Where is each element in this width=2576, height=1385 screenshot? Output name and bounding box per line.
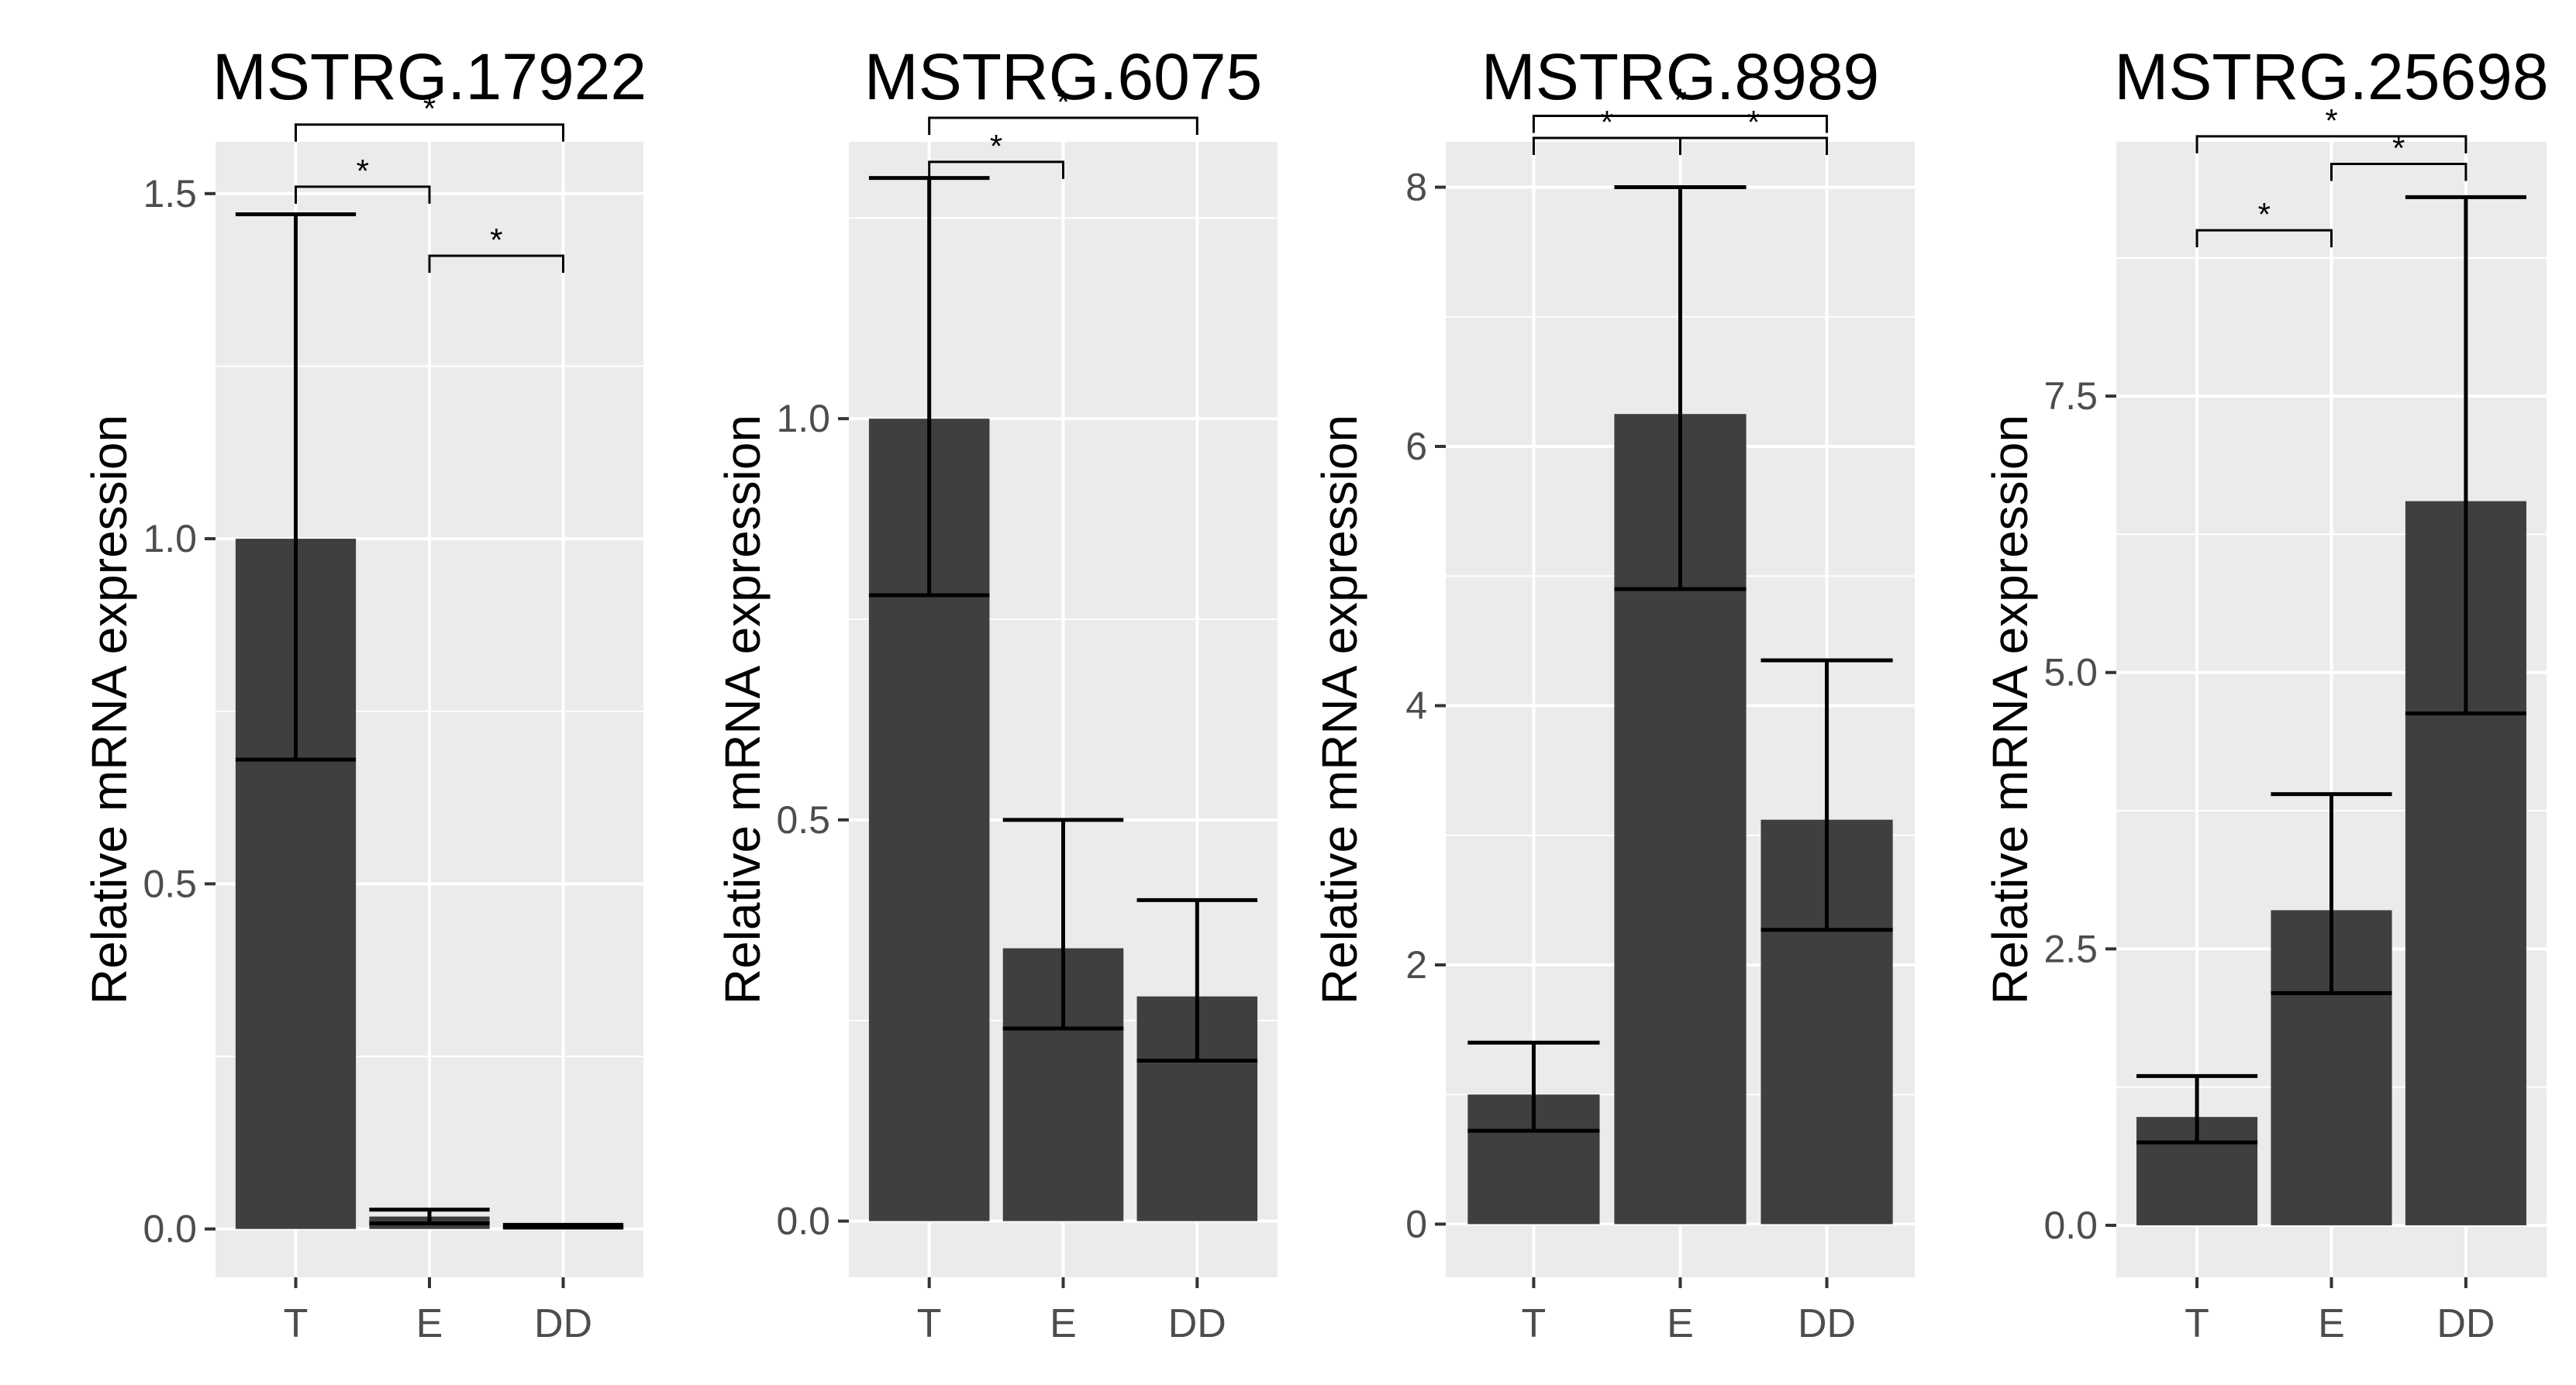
x-tick-label: DD — [534, 1301, 592, 1346]
bracket-line — [1679, 136, 1829, 155]
y-tick-label: 5.0 — [2043, 651, 2098, 694]
y-tick-label: 1.5 — [143, 172, 197, 215]
y-tick-label: 1.0 — [143, 517, 197, 560]
y-tick-label: 0.5 — [776, 798, 830, 842]
y-axis-label: Relative mRNA expression — [1982, 415, 2038, 1004]
error-bar-T — [235, 212, 357, 762]
x-tick-label: T — [1522, 1301, 1547, 1346]
error-bar-DD — [502, 1222, 624, 1230]
y-tick-label: 0.0 — [776, 1200, 830, 1243]
y-tick-label: 0.0 — [143, 1208, 197, 1251]
x-tick-label: E — [1667, 1301, 1694, 1346]
y-tick-label: 4 — [1405, 684, 1427, 727]
bracket-line — [928, 160, 1064, 179]
chart-title: MSTRG.8989 — [1481, 40, 1880, 113]
significance-label: * — [1747, 104, 1760, 140]
significance-label: * — [990, 128, 1002, 164]
chart-panel-3: 0 2 4 6 8 * * * T E DD MSTRG.8989 Relative mRNA expr… — [1312, 40, 1915, 1346]
error-bar-T — [1467, 1040, 1600, 1133]
chart-title: MSTRG.25698 — [2114, 40, 2548, 113]
bracket-line — [2195, 135, 2467, 153]
x-tick-label: E — [1050, 1301, 1077, 1346]
y-axis-label: Relative mRNA expression — [81, 415, 137, 1004]
error-bar-DD — [2405, 195, 2526, 715]
bracket-line — [295, 185, 431, 204]
significance-bracket: * — [2195, 102, 2467, 153]
y-tick-label: 0 — [1405, 1202, 1427, 1245]
error-bar-E — [2271, 792, 2392, 995]
x-tick-label: E — [416, 1301, 443, 1346]
significance-label: * — [1674, 82, 1686, 119]
x-tick-label: E — [2318, 1301, 2345, 1346]
error-bar-E — [369, 1208, 490, 1226]
significance-bracket: * — [928, 128, 1064, 179]
x-tick-label: T — [284, 1301, 309, 1346]
chart-panel-4: 0.0 2.5 5.0 7.5 * * * T E DD MSTRG.25698 Relative m… — [1982, 40, 2549, 1346]
significance-bracket: * — [928, 84, 1198, 135]
significance-label: * — [357, 153, 369, 189]
y-tick-label: 2.5 — [2043, 927, 2098, 970]
error-bar-T — [2136, 1073, 2258, 1145]
significance-bracket: * — [2330, 130, 2467, 181]
chart-title: MSTRG.6075 — [864, 40, 1263, 113]
error-bar-DD — [1136, 897, 1258, 1063]
bracket-line — [1532, 115, 1829, 133]
chart-title: MSTRG.17922 — [212, 40, 647, 113]
y-tick-label: 2 — [1405, 943, 1427, 987]
error-bar-E — [1002, 818, 1124, 1031]
bracket-line — [2195, 229, 2333, 248]
bracket-line — [428, 254, 564, 273]
significance-bracket: * — [295, 91, 564, 142]
chart-panel-1: 0.0 0.5 1.0 1.5 * * * T E DD MSTRG.17922 Relative m… — [81, 40, 647, 1346]
y-tick-label: 0.0 — [2043, 1204, 2098, 1247]
error-bar-DD — [1760, 658, 1893, 932]
significance-label: * — [423, 91, 436, 127]
y-axis-label: Relative mRNA expression — [1312, 415, 1367, 1004]
x-tick-label: T — [2185, 1301, 2209, 1346]
chart-panel-2: 0.0 0.5 1.0 * * T E DD MSTRG.6075 Relative mRNA e… — [715, 40, 1278, 1346]
significance-label: * — [2325, 102, 2337, 139]
significance-label: * — [2392, 130, 2405, 167]
y-axis-label: Relative mRNA expression — [715, 415, 771, 1004]
x-tick-label: DD — [2436, 1301, 2495, 1346]
significance-bracket: * — [295, 153, 431, 204]
y-tick-label: 0.5 — [143, 862, 197, 905]
bracket-line — [2330, 163, 2467, 181]
y-tick-label: 8 — [1405, 166, 1427, 209]
significance-label: * — [2258, 196, 2271, 233]
y-tick-label: 6 — [1405, 425, 1427, 468]
error-bar-E — [1614, 185, 1747, 591]
significance-bracket: * — [2195, 196, 2333, 248]
bracket-line — [295, 123, 564, 142]
significance-bracket: * — [428, 222, 564, 273]
significance-bracket: * — [1679, 104, 1829, 155]
y-tick-label: 1.0 — [776, 397, 830, 440]
x-tick-label: DD — [1798, 1301, 1856, 1346]
significance-label: * — [490, 222, 502, 258]
significance-label: * — [1601, 104, 1613, 140]
y-tick-label: 7.5 — [2043, 374, 2098, 418]
significance-bracket: * — [1532, 82, 1829, 133]
x-tick-label: DD — [1168, 1301, 1226, 1346]
x-tick-label: T — [917, 1301, 942, 1346]
bracket-line — [928, 116, 1198, 135]
significance-label: * — [1057, 84, 1069, 120]
